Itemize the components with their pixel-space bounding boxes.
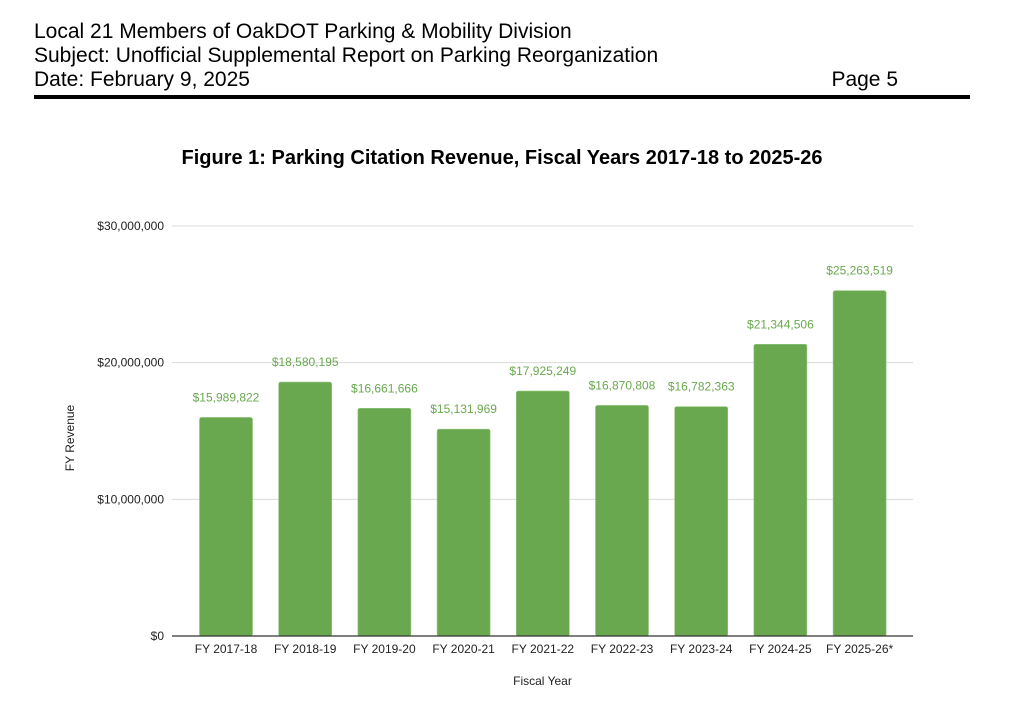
header-date: Date: February 9, 2025	[34, 68, 250, 91]
data-label: $16,870,808	[589, 378, 656, 392]
data-label: $16,661,666	[351, 381, 418, 395]
x-tick-label: FY 2018-19	[274, 642, 337, 656]
bar	[595, 405, 649, 637]
x-tick-label: FY 2025-26*	[826, 642, 893, 656]
figure-title: Figure 1: Parking Citation Revenue, Fisc…	[181, 147, 823, 169]
y-axis-title: FY Revenue	[63, 404, 77, 471]
x-tick-label: FY 2020-21	[432, 642, 495, 656]
data-label: $21,344,506	[747, 317, 814, 331]
bar	[278, 381, 333, 637]
y-tick-label: $30,000,000	[97, 219, 164, 233]
bar	[674, 406, 729, 637]
x-tick-label: FY 2019-20	[353, 642, 416, 656]
x-tick-label: FY 2017-18	[195, 642, 258, 656]
header-subject: Subject: Unofficial Supplemental Report …	[34, 44, 659, 67]
x-tick-label: FY 2021-22	[512, 642, 575, 656]
y-tick-label: $10,000,000	[97, 492, 164, 506]
bar	[436, 428, 491, 637]
y-axis-ticks: $0 $10,000,000 $20,000,000 $30,000,000	[97, 219, 164, 643]
bars	[199, 290, 887, 637]
data-label: $18,580,195	[272, 355, 339, 369]
data-label: $15,989,822	[193, 390, 260, 404]
bar	[753, 343, 808, 637]
data-label: $17,925,249	[509, 364, 576, 378]
y-tick-label: $20,000,000	[97, 356, 164, 370]
header-organization: Local 21 Members of OakDOT Parking & Mob…	[34, 20, 572, 43]
y-tick-label: $0	[151, 629, 165, 643]
x-tick-label: FY 2023-24	[670, 642, 733, 656]
bar	[357, 407, 412, 637]
data-label: $16,782,363	[668, 380, 735, 394]
x-tick-label: FY 2022-23	[591, 642, 654, 656]
x-tick-label: FY 2024-25	[749, 642, 812, 656]
data-label: $15,131,969	[430, 402, 497, 416]
bar	[832, 290, 887, 637]
bar	[199, 417, 253, 637]
bar	[515, 390, 570, 637]
page-number: Page 5	[831, 68, 898, 91]
data-label: $25,263,519	[826, 264, 893, 278]
x-axis-title: Fiscal Year	[513, 674, 572, 688]
x-axis-ticks: FY 2017-18 FY 2018-19 FY 2019-20 FY 2020-21…	[195, 642, 894, 656]
document-header: Local 21 Members of OakDOT Parking & Mob…	[34, 20, 970, 92]
data-labels: $15,989,822 $18,580,195 $16,661,666 $15,131…	[193, 264, 894, 416]
header-divider	[34, 95, 970, 99]
header-date-row: Date: February 9, 2025 Page 5	[34, 68, 898, 92]
